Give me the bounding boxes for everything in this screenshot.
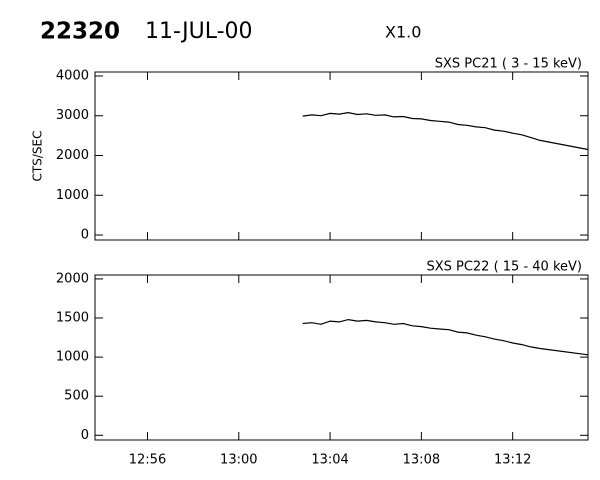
- y-tick-label: 2000: [56, 271, 89, 286]
- y-tick-label: 0: [81, 228, 89, 243]
- y-tick-label: 1500: [56, 311, 89, 326]
- flare-class: X1.0: [385, 23, 421, 42]
- x-tick-label: 13:12: [494, 453, 531, 468]
- data-line: [302, 318, 589, 356]
- event-id: 22320: [40, 19, 120, 45]
- panel-title: SXS PC22 ( 15 - 40 keV): [426, 260, 582, 275]
- x-tick-label: 12:56: [129, 453, 166, 468]
- y-tick-label: 1000: [56, 350, 89, 365]
- data-line: [302, 111, 589, 151]
- y-tick-label: 500: [64, 389, 89, 404]
- y-tick-label: 4000: [56, 68, 89, 83]
- x-tick-label: 13:04: [311, 453, 348, 468]
- x-tick-label: 13:08: [403, 453, 440, 468]
- y-axis-label: CTS/SEC: [31, 131, 45, 182]
- x-tick-label: 13:00: [220, 453, 257, 468]
- event-date: 11-JUL-00: [145, 19, 253, 44]
- y-tick-label: 2000: [56, 148, 89, 163]
- y-tick-label: 0: [81, 428, 89, 443]
- y-tick-label: 1000: [56, 188, 89, 203]
- panel-title: SXS PC21 ( 3 - 15 keV): [435, 57, 582, 72]
- y-tick-label: 3000: [56, 108, 89, 123]
